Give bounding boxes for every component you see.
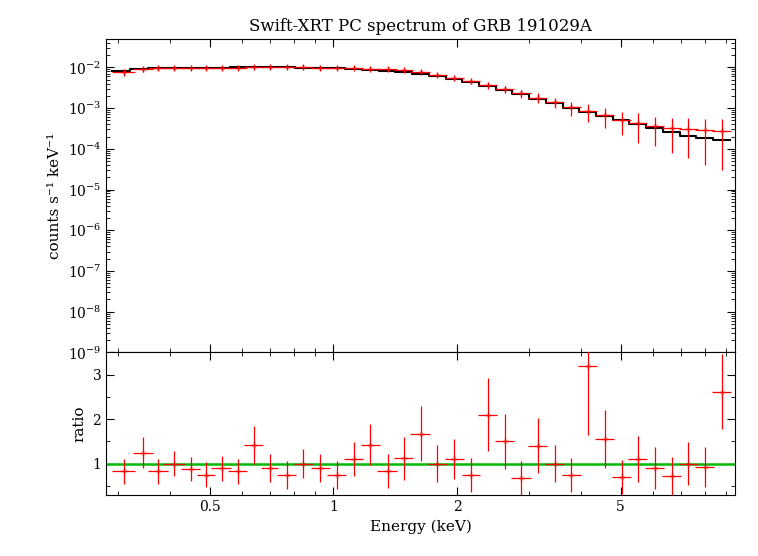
- Y-axis label: ratio: ratio: [73, 405, 87, 442]
- X-axis label: Energy (keV): Energy (keV): [370, 519, 471, 534]
- Y-axis label: counts s⁻¹ keV⁻¹: counts s⁻¹ keV⁻¹: [48, 132, 62, 259]
- Title: Swift-XRT PC spectrum of GRB 191029A: Swift-XRT PC spectrum of GRB 191029A: [249, 18, 592, 34]
